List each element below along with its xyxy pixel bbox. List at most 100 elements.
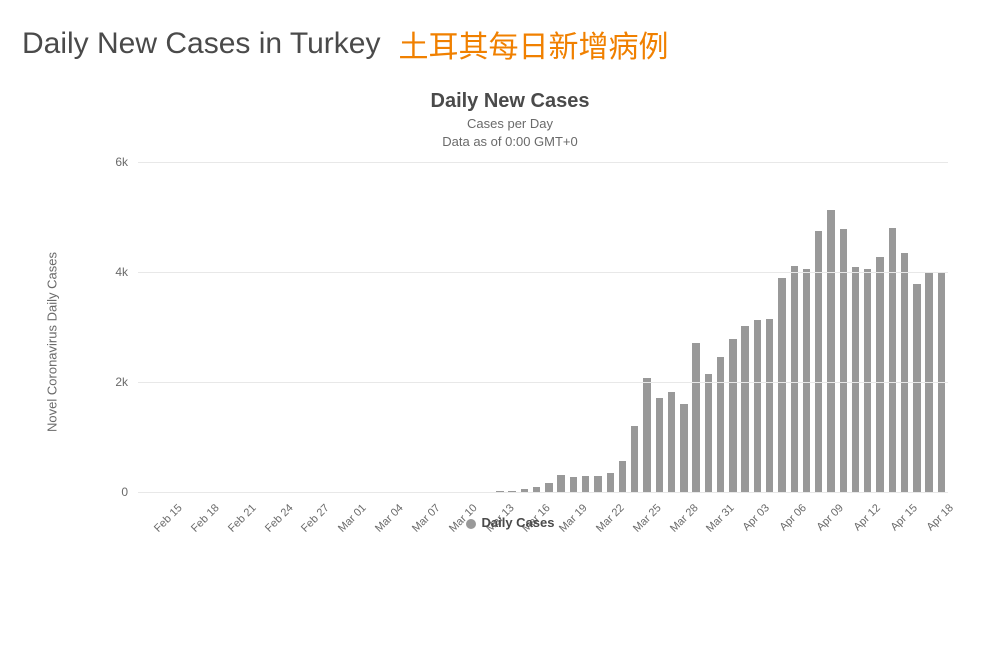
legend-label: Daily Cases (482, 515, 555, 530)
bar[interactable] (852, 267, 859, 492)
bar-slot (359, 162, 371, 492)
bar-slot (420, 162, 432, 492)
bar-slot (580, 162, 592, 492)
bar-slot (432, 162, 444, 492)
bar[interactable] (901, 253, 908, 492)
chart-title: Daily New Cases (60, 90, 960, 113)
bars-container (138, 162, 948, 492)
bar-slot (813, 162, 825, 492)
plot-area (138, 162, 948, 492)
bar[interactable] (668, 392, 675, 492)
bar[interactable] (582, 476, 589, 492)
bar-slot (837, 162, 849, 492)
bar-slot (616, 162, 628, 492)
bar[interactable] (815, 231, 822, 492)
gridline (138, 272, 948, 273)
bar[interactable] (643, 378, 650, 492)
chart-container: Daily New Cases Cases per Day Data as of… (60, 90, 960, 522)
bar-slot (334, 162, 346, 492)
bar[interactable] (594, 476, 601, 492)
y-tick-label: 4k (88, 265, 128, 279)
gridline (138, 492, 948, 493)
bar-slot (788, 162, 800, 492)
bar[interactable] (791, 266, 798, 492)
gridline (138, 382, 948, 383)
bar-slot (874, 162, 886, 492)
y-axis-title: Novel Coronavirus Daily Cases (45, 252, 60, 432)
bar-slot (604, 162, 616, 492)
bar[interactable] (876, 257, 883, 492)
bar-slot (592, 162, 604, 492)
bar-slot (347, 162, 359, 492)
bar[interactable] (778, 278, 785, 492)
bar-slot (800, 162, 812, 492)
bar[interactable] (741, 326, 748, 492)
bar[interactable] (717, 357, 724, 492)
bar-slot (224, 162, 236, 492)
bar[interactable] (840, 229, 847, 492)
bar-slot (690, 162, 702, 492)
bar-slot (469, 162, 481, 492)
bar[interactable] (619, 461, 626, 492)
bar[interactable] (570, 477, 577, 492)
bar[interactable] (803, 269, 810, 492)
legend: Daily Cases (60, 515, 960, 530)
bar-slot (445, 162, 457, 492)
bar[interactable] (729, 339, 736, 492)
bar-slot (641, 162, 653, 492)
bar-slot (481, 162, 493, 492)
bar-slot (212, 162, 224, 492)
bar-slot (849, 162, 861, 492)
bar[interactable] (766, 319, 773, 492)
page-header: Daily New Cases in Turkey 土耳其每日新增病例 (0, 0, 995, 66)
bar-slot (825, 162, 837, 492)
bar[interactable] (827, 210, 834, 493)
bar[interactable] (705, 374, 712, 492)
bar-slot (935, 162, 947, 492)
bar-slot (678, 162, 690, 492)
bar[interactable] (680, 404, 687, 493)
bar-slot (555, 162, 567, 492)
bar-slot (494, 162, 506, 492)
gridline (138, 162, 948, 163)
bar-slot (518, 162, 530, 492)
bar-slot (187, 162, 199, 492)
bar-slot (653, 162, 665, 492)
y-tick-label: 0 (88, 485, 128, 499)
bar[interactable] (692, 343, 699, 492)
bar-slot (273, 162, 285, 492)
bar-slot (567, 162, 579, 492)
bar-slot (702, 162, 714, 492)
bar-slot (727, 162, 739, 492)
y-tick-label: 6k (88, 155, 128, 169)
legend-dot-icon (466, 519, 476, 529)
bar[interactable] (913, 284, 920, 492)
bar[interactable] (607, 473, 614, 492)
bar[interactable] (545, 483, 552, 492)
title-chinese: 土耳其每日新增病例 (398, 22, 668, 66)
bar-slot (862, 162, 874, 492)
x-labels-container: Feb 15Feb 18Feb 21Feb 24Feb 27Mar 01Mar … (138, 496, 948, 576)
plot: Novel Coronavirus Daily Cases Feb 15Feb … (60, 162, 960, 522)
bar[interactable] (631, 426, 638, 492)
bar-slot (285, 162, 297, 492)
bar[interactable] (656, 398, 663, 492)
bar-slot (297, 162, 309, 492)
bar[interactable] (557, 475, 564, 492)
bar-slot (543, 162, 555, 492)
bar[interactable] (864, 269, 871, 492)
bar-slot (248, 162, 260, 492)
bar-slot (457, 162, 469, 492)
bar-slot (175, 162, 187, 492)
bar-slot (665, 162, 677, 492)
bar-slot (739, 162, 751, 492)
bar-slot (150, 162, 162, 492)
bar[interactable] (754, 320, 761, 492)
bar-slot (886, 162, 898, 492)
bar-slot (776, 162, 788, 492)
bar-slot (261, 162, 273, 492)
bar-slot (506, 162, 518, 492)
bar[interactable] (889, 228, 896, 492)
bar-slot (138, 162, 150, 492)
bar-slot (714, 162, 726, 492)
